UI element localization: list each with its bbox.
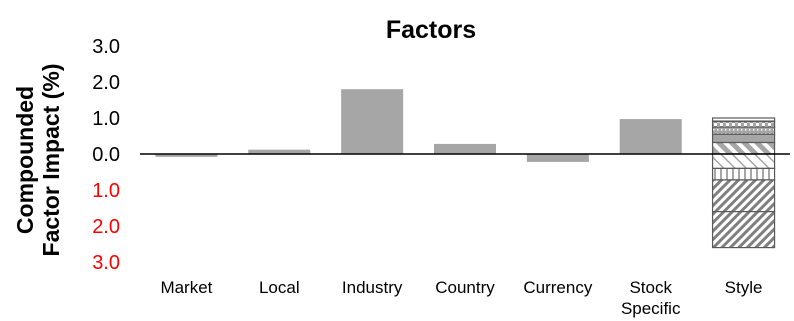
y-tick-label: 0.0 [92, 144, 120, 166]
y-axis-ticks: 3.0 2.0 1.0 0.0 1.0 2.0 3.0 [92, 36, 120, 274]
bar-market [155, 154, 218, 157]
style-segment-bar [711, 141, 776, 155]
category-labels: Market Local Industry Country Currency Stock S… [160, 278, 762, 318]
style-segment-bar [711, 153, 776, 169]
style-segment-bar [711, 120, 776, 128]
y-axis-label-line-1: Compounded [12, 86, 38, 234]
style-segment-bar [711, 211, 776, 249]
y-tick-label: 2.0 [92, 72, 120, 94]
style-segment-bar [711, 126, 776, 135]
style-segment-bar [711, 179, 776, 213]
y-tick-label: 1.0 [92, 108, 120, 130]
category-label: Style [725, 278, 763, 297]
category-label: Stock Specific [621, 278, 681, 318]
category-label: Local [259, 278, 300, 297]
bars [155, 89, 776, 249]
y-axis-label-line-2: Factor Impact (%) [38, 64, 64, 257]
style-segment-bar [711, 133, 776, 144]
bar-currency [526, 154, 589, 162]
y-tick-label: 3.0 [92, 36, 120, 58]
y-tick-label: 1.0 [92, 180, 120, 202]
chart-title: Factors [386, 16, 476, 44]
y-tick-label: 3.0 [92, 252, 120, 274]
bar-stock-specific [619, 119, 682, 154]
bar-industry [341, 89, 404, 154]
y-axis-label: Compounded Factor Impact (%) [12, 64, 64, 257]
style-segment-bar [711, 167, 776, 181]
y-tick-label: 2.0 [92, 216, 120, 238]
bar-country [434, 143, 496, 154]
style-segment-bar [711, 117, 776, 123]
category-label: Market [160, 278, 212, 297]
bar-local [248, 149, 311, 154]
category-label: Currency [523, 278, 592, 297]
category-label: Country [435, 278, 495, 297]
category-label: Industry [342, 278, 403, 297]
